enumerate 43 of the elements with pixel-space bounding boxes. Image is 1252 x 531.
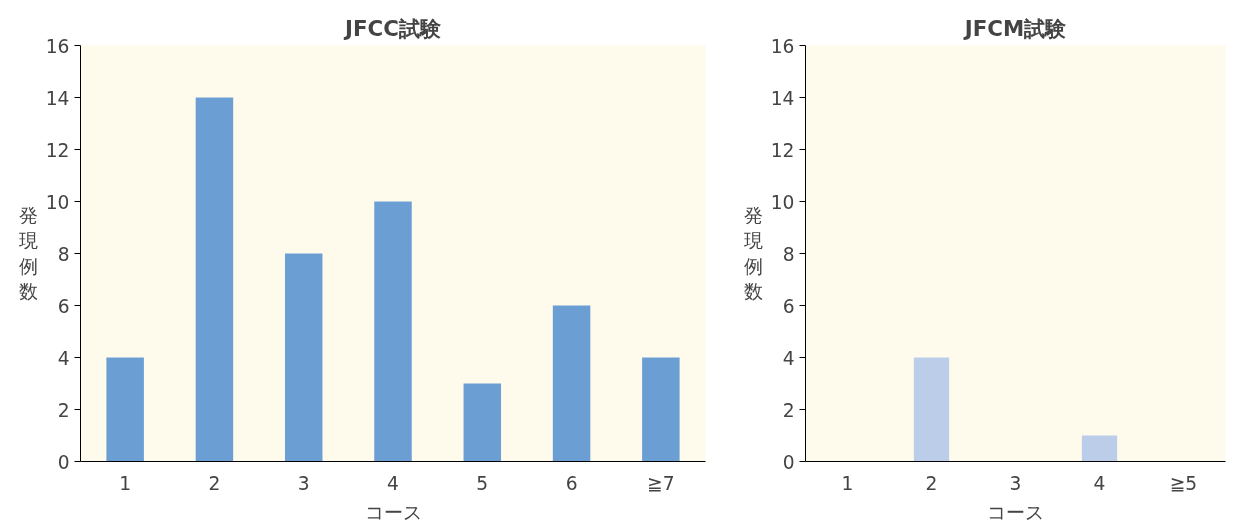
y-tick-label: 2 (782, 399, 795, 421)
y-tick-label: 8 (57, 243, 70, 265)
y-tick-label: 16 (45, 35, 70, 57)
bar (552, 305, 591, 462)
x-tick-label: 1 (119, 472, 132, 494)
bar (374, 201, 412, 462)
x-tick-label: 6 (565, 472, 578, 494)
x-tick-label: 4 (387, 472, 399, 494)
chart-title: JFCC試験 (343, 15, 442, 41)
y-tick-label: 14 (45, 87, 70, 109)
y-tick-label: 2 (57, 399, 70, 421)
y-axis-title: 発現例数 (743, 205, 763, 302)
y-tick-label: 12 (770, 139, 795, 161)
x-tick-label: 3 (1009, 472, 1022, 494)
y-tick-label: 10 (45, 191, 70, 213)
y-tick-label: 16 (770, 35, 795, 57)
x-tick-label: 4 (1093, 472, 1106, 494)
y-tick-label: 10 (770, 191, 795, 213)
y-tick-label: 0 (782, 451, 795, 473)
x-tick-label: 2 (925, 472, 938, 494)
x-tick-label: 2 (208, 472, 221, 494)
x-tick-label: 3 (297, 472, 310, 494)
x-tick-label: 5 (476, 472, 489, 494)
y-tick-label: 14 (770, 87, 795, 109)
x-tick-label: ≧5 (1169, 472, 1198, 494)
x-axis-title: コース (987, 501, 1044, 523)
x-tick-label: 1 (841, 472, 854, 494)
bar (642, 357, 680, 462)
x-axis-title: コース (364, 501, 422, 523)
y-tick-label: 8 (782, 243, 795, 265)
bar (284, 253, 323, 462)
chart-title: JFCM試験 (962, 15, 1068, 41)
y-tick-label: 6 (782, 295, 795, 317)
y-tick-label: 4 (57, 347, 70, 369)
bar (195, 97, 234, 462)
y-tick-label: 12 (45, 139, 70, 161)
y-tick-label: 4 (782, 347, 795, 369)
y-tick-label: 0 (57, 451, 70, 473)
bar (463, 383, 502, 462)
x-tick-label: ≧7 (647, 472, 675, 494)
y-axis-title: 発現例数 (18, 205, 38, 302)
bar (106, 357, 144, 462)
y-tick-label: 6 (57, 295, 70, 317)
